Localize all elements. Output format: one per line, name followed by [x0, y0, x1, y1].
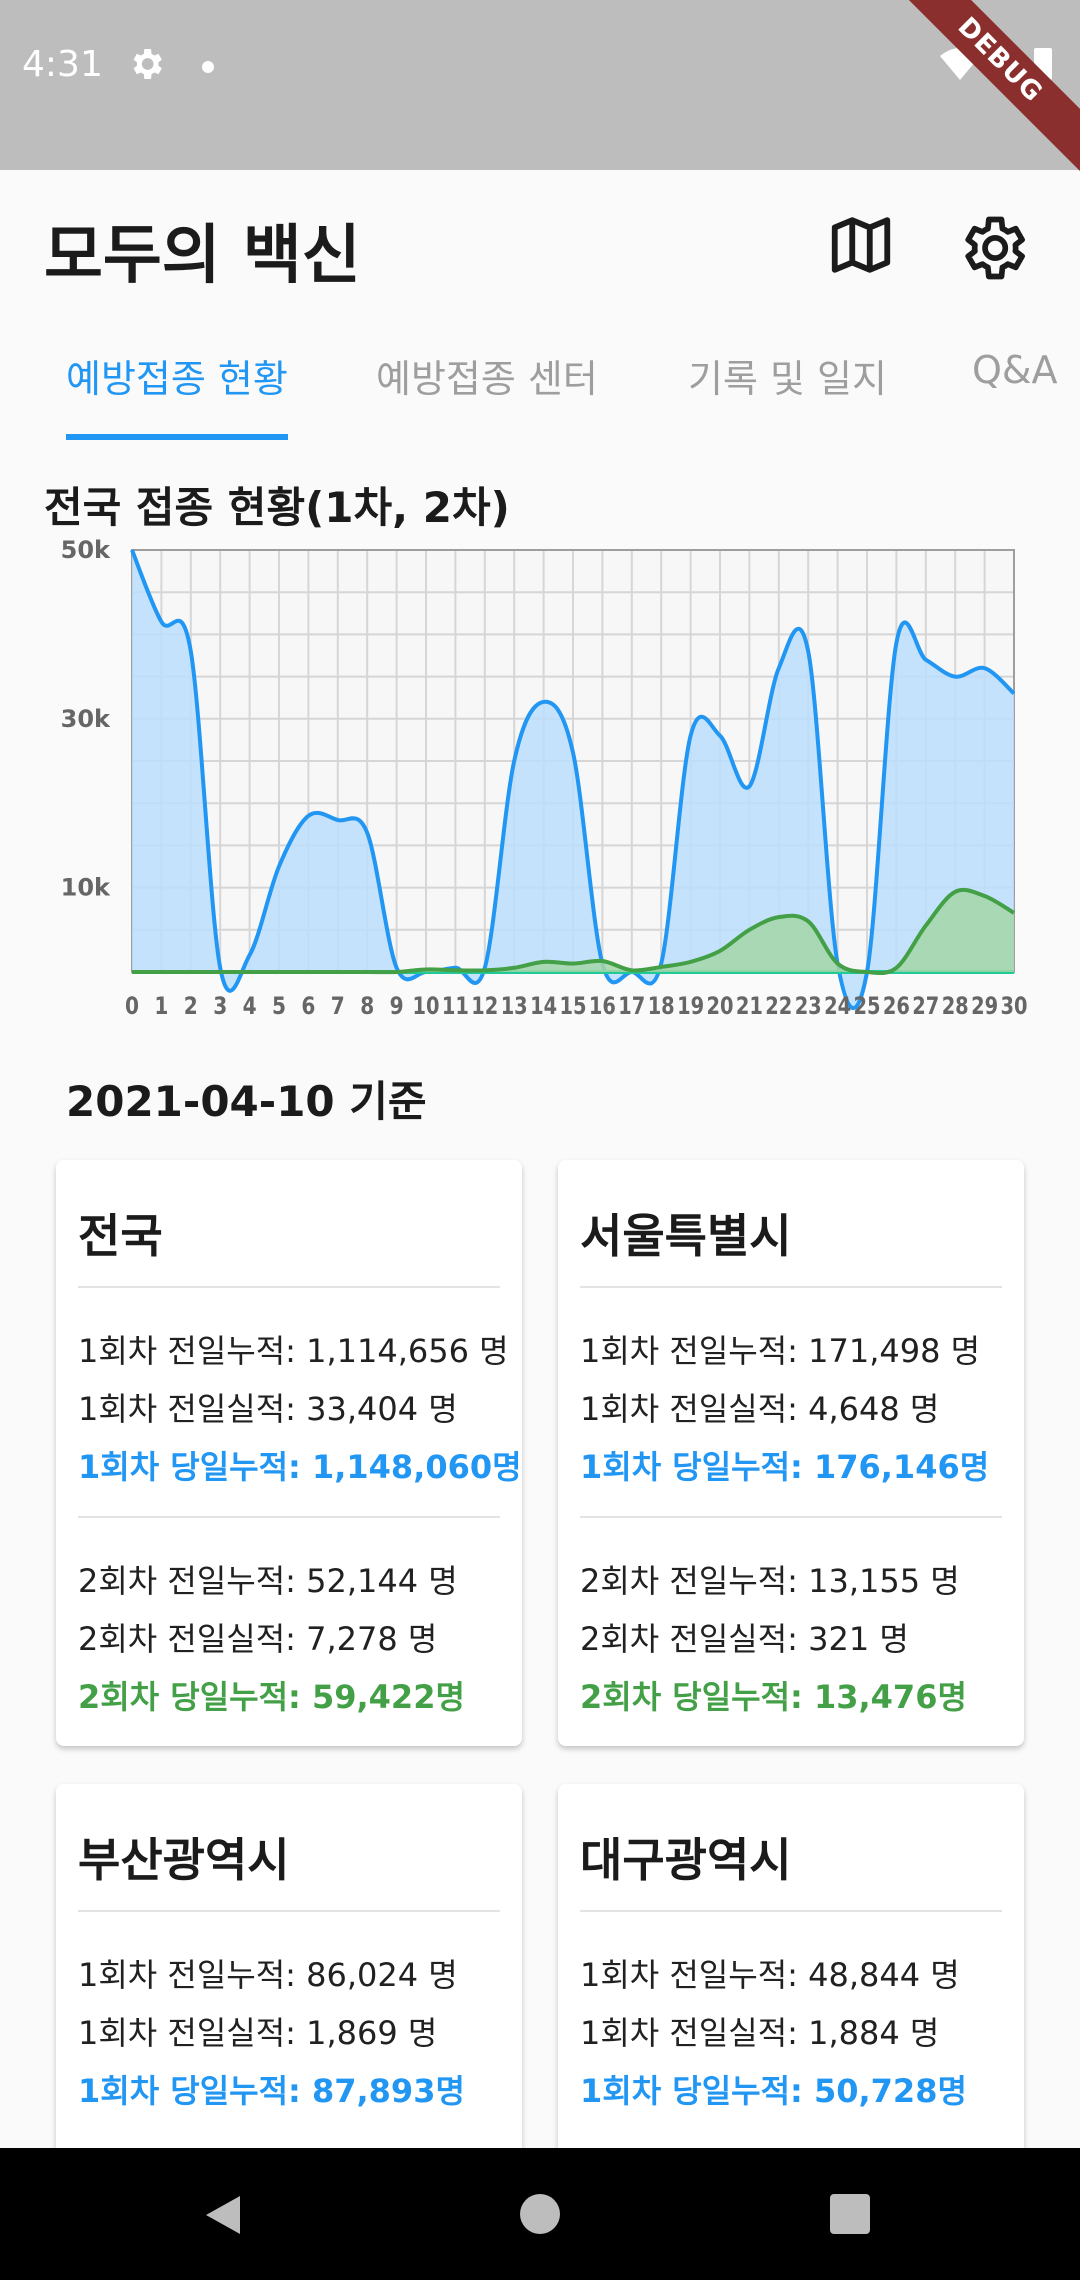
map-icon[interactable]: [826, 210, 896, 280]
x-tick-label: 1: [154, 992, 168, 1020]
x-tick-label: 29: [971, 992, 998, 1020]
tab-indicator: [66, 434, 288, 440]
x-tick-label: 9: [390, 992, 404, 1020]
back-icon[interactable]: [200, 2192, 246, 2238]
dose1-today-cumulative: 1회차 당일누적: 87,893명: [78, 2072, 465, 2110]
home-icon[interactable]: [520, 2194, 560, 2234]
x-tick-label: 17: [618, 992, 645, 1020]
x-tick-label: 28: [942, 992, 969, 1020]
status-bar: 4:31 DEBUG: [0, 0, 1080, 175]
tab-vaccination-center[interactable]: 예방접종 센터: [376, 357, 598, 401]
dose1-today-cumulative: 1회차 당일누적: 176,146명: [580, 1448, 990, 1486]
card-title: 부산광역시: [78, 1833, 290, 1887]
y-tick-label: 10k: [61, 874, 111, 902]
region-card-seoul[interactable]: 서울특별시 1회차 전일누적: 171,498 명 1회차 전일실적: 4,64…: [558, 1160, 1024, 1746]
system-nav-bar: [0, 2148, 1080, 2280]
x-tick-label: 16: [589, 992, 616, 1020]
x-tick-label: 12: [471, 992, 498, 1020]
x-tick-label: 6: [301, 992, 315, 1020]
card-title: 서울특별시: [580, 1209, 792, 1263]
y-tick-label: 50k: [61, 536, 111, 564]
x-tick-label: 0: [125, 992, 139, 1020]
x-tick-label: 4: [243, 992, 257, 1020]
dose1-prev-daily: 1회차 전일실적: 1,869 명: [78, 2014, 438, 2052]
x-tick-label: 22: [765, 992, 792, 1020]
date-label: 2021-04-10 기준: [66, 1077, 427, 1126]
x-tick-label: 27: [912, 992, 939, 1020]
chart-title: 전국 접종 현황(1차, 2차): [44, 483, 510, 532]
dose2-prev-cumulative: 2회차 전일누적: 52,144 명: [78, 1562, 458, 1600]
debug-banner: DEBUG: [885, 0, 1080, 175]
divider: [78, 1286, 500, 1288]
app-title: 모두의 백신: [44, 219, 361, 293]
x-tick-label: 14: [530, 992, 557, 1020]
divider: [580, 1910, 1002, 1912]
series-line-2: [132, 887, 1016, 976]
divider: [78, 1516, 500, 1518]
x-tick-label: 21: [736, 992, 763, 1020]
dose1-prev-cumulative: 1회차 전일누적: 86,024 명: [78, 1956, 458, 1994]
card-title: 대구광역시: [580, 1833, 792, 1887]
dose1-today-cumulative: 1회차 당일누적: 1,148,060명: [78, 1448, 522, 1486]
x-tick-label: 30: [1001, 992, 1028, 1020]
x-tick-label: 19: [677, 992, 704, 1020]
notification-dot: [202, 61, 214, 73]
region-card-nationwide[interactable]: 전국 1회차 전일누적: 1,114,656 명 1회차 전일실적: 33,40…: [56, 1160, 522, 1746]
gear-icon[interactable]: [954, 210, 1030, 286]
tab-vaccination-status[interactable]: 예방접종 현황: [66, 357, 288, 401]
x-tick-label: 15: [560, 992, 587, 1020]
x-tick-label: 11: [442, 992, 469, 1020]
dose2-prev-cumulative: 2회차 전일누적: 13,155 명: [580, 1562, 960, 1600]
vaccination-chart: 10k 30k 50k 0 1 2 3 4 5 6 7 8 9 10 11 12 13 14 15 16 17 18 19 2…: [0, 530, 1080, 1030]
tab-records-journal[interactable]: 기록 및 일지: [688, 357, 887, 401]
region-card-busan[interactable]: 부산광역시 1회차 전일누적: 86,024 명 1회차 전일실적: 1,869…: [56, 1784, 522, 2164]
x-tick-label: 26: [883, 992, 910, 1020]
x-tick-label: 23: [795, 992, 822, 1020]
x-tick-label: 3: [213, 992, 227, 1020]
dose2-prev-daily: 2회차 전일실적: 7,278 명: [78, 1620, 438, 1658]
x-tick-label: 20: [707, 992, 734, 1020]
divider: [580, 1516, 1002, 1518]
x-tick-label: 5: [272, 992, 286, 1020]
dose2-prev-daily: 2회차 전일실적: 321 명: [580, 1620, 909, 1658]
x-tick-label: 24: [824, 992, 851, 1020]
dose1-prev-daily: 1회차 전일실적: 1,884 명: [580, 2014, 940, 2052]
x-tick-label: 8: [360, 992, 374, 1020]
dose1-prev-cumulative: 1회차 전일누적: 48,844 명: [580, 1956, 960, 1994]
x-tick-label: 25: [854, 992, 881, 1020]
status-gear-icon: [133, 49, 162, 79]
region-card-daegu[interactable]: 대구광역시 1회차 전일누적: 48,844 명 1회차 전일실적: 1,884…: [558, 1784, 1024, 2164]
dose1-prev-cumulative: 1회차 전일누적: 171,498 명: [580, 1332, 981, 1370]
y-tick-label: 30k: [61, 705, 111, 733]
card-title: 전국: [78, 1209, 163, 1263]
x-tick-label: 7: [331, 992, 345, 1020]
x-tick-label: 13: [501, 992, 528, 1020]
dose1-prev-daily: 1회차 전일실적: 33,404 명: [78, 1390, 458, 1428]
x-tick-label: 10: [413, 992, 440, 1020]
series-area-0: [132, 550, 1014, 1009]
series-area-2: [132, 889, 1014, 974]
divider: [580, 1286, 1002, 1288]
dose1-today-cumulative: 1회차 당일누적: 50,728명: [580, 2072, 967, 2110]
dose2-today-cumulative: 2회차 당일누적: 13,476명: [580, 1678, 967, 1716]
recent-apps-icon[interactable]: [830, 2194, 870, 2234]
status-time: 4:31: [22, 44, 103, 85]
tab-bar: 예방접종 현황 예방접종 센터 기록 및 일지 Q&A: [0, 320, 1080, 442]
x-tick-label: 18: [648, 992, 675, 1020]
divider: [78, 1910, 500, 1912]
dose1-prev-cumulative: 1회차 전일누적: 1,114,656 명: [78, 1332, 509, 1370]
app-bar: 모두의 백신: [0, 170, 1080, 320]
dose1-prev-daily: 1회차 전일실적: 4,648 명: [580, 1390, 940, 1428]
dose2-today-cumulative: 2회차 당일누적: 59,422명: [78, 1678, 465, 1716]
x-tick-label: 2: [184, 992, 198, 1020]
tab-qna[interactable]: Q&A: [972, 348, 1058, 392]
